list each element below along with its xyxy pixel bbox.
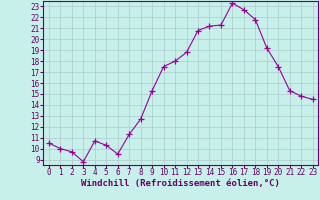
X-axis label: Windchill (Refroidissement éolien,°C): Windchill (Refroidissement éolien,°C): [81, 179, 280, 188]
